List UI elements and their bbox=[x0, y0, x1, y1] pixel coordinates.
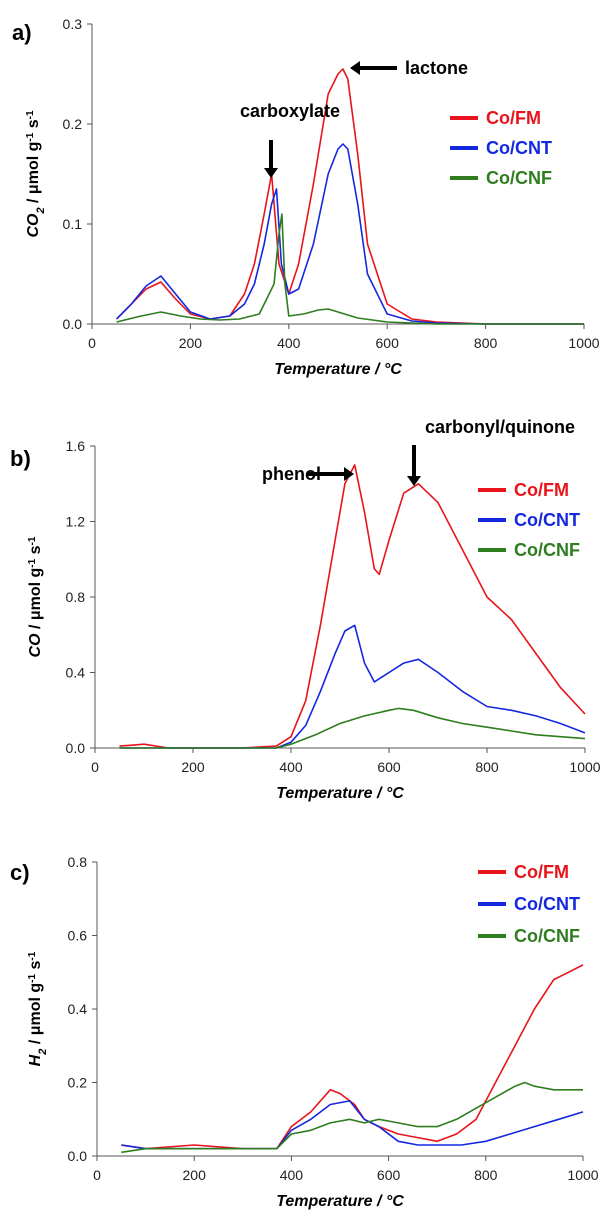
annotation-arrowhead bbox=[407, 476, 421, 486]
y-axis-title: H2 / μmol g-1 s-1 bbox=[27, 951, 50, 1066]
legend-label: Co/CNF bbox=[514, 540, 580, 560]
y-tick-label: 0.4 bbox=[66, 665, 86, 681]
legend-label: Co/CNF bbox=[514, 926, 580, 946]
annotation-arrowhead bbox=[350, 61, 360, 75]
x-tick-label: 1000 bbox=[568, 335, 599, 351]
y-tick-label: 0.6 bbox=[68, 928, 88, 944]
series-line-co-cnt bbox=[121, 1100, 584, 1150]
x-axis-title: Temperature / °C bbox=[276, 785, 404, 802]
x-tick-label: 600 bbox=[377, 759, 401, 775]
y-axis-title: CO2 / μmol g-1 s-1 bbox=[25, 110, 48, 238]
annotation-label: lactone bbox=[405, 58, 468, 78]
y-tick-label: 0.0 bbox=[63, 316, 83, 332]
series-line-co-cnf bbox=[119, 707, 586, 749]
x-axis-title: Temperature / °C bbox=[274, 361, 402, 378]
y-tick-label: 0.8 bbox=[68, 854, 88, 870]
annotation-arrowhead bbox=[344, 467, 354, 481]
y-tick-label: 0.2 bbox=[63, 116, 83, 132]
x-tick-label: 0 bbox=[91, 759, 99, 775]
series-line-co-fm bbox=[119, 464, 586, 749]
x-tick-label: 0 bbox=[93, 1167, 101, 1183]
y-tick-label: 0.8 bbox=[66, 589, 86, 605]
panel-label: c) bbox=[10, 860, 30, 885]
series-line-co-cnf bbox=[121, 1081, 583, 1154]
x-tick-label: 600 bbox=[376, 335, 400, 351]
panel-c: c) 0.0 0.2 0.4 0.6 0.8 0 200 400 600 800 1000 Temper… bbox=[10, 854, 599, 1210]
series-line-co-fm bbox=[116, 68, 584, 325]
legend-label: Co/FM bbox=[514, 480, 569, 500]
x-tick-label: 800 bbox=[474, 335, 498, 351]
x-tick-label: 0 bbox=[88, 335, 96, 351]
x-tick-label: 400 bbox=[280, 1167, 304, 1183]
annotation-arrowhead bbox=[264, 168, 278, 178]
y-axis-title: CO / μmol g-1 s-1 bbox=[27, 536, 45, 657]
x-tick-label: 1000 bbox=[567, 1167, 598, 1183]
legend-label: Co/CNT bbox=[486, 138, 552, 158]
x-tick-label: 400 bbox=[277, 335, 301, 351]
legend-label: Co/FM bbox=[514, 862, 569, 882]
series-line-co-cnt bbox=[119, 624, 586, 749]
y-tick-label: 0.0 bbox=[68, 1148, 88, 1164]
annotation-label: phenol bbox=[262, 464, 321, 484]
legend-label: Co/CNT bbox=[514, 894, 580, 914]
y-tick-label: 1.6 bbox=[66, 438, 86, 454]
y-tick-label: 1.2 bbox=[66, 514, 86, 530]
y-tick-label: 0.4 bbox=[68, 1001, 88, 1017]
series-line-co-fm bbox=[121, 964, 584, 1150]
legend-label: Co/CNF bbox=[486, 168, 552, 188]
panel-label: a) bbox=[12, 20, 32, 45]
series-line-co-cnf bbox=[116, 213, 584, 325]
x-tick-label: 200 bbox=[183, 1167, 207, 1183]
x-axis-title: Temperature / °C bbox=[276, 1193, 404, 1210]
legend-label: Co/FM bbox=[486, 108, 541, 128]
annotation-label: carbonyl/quinone bbox=[425, 417, 575, 437]
panel-a: a) 0.0 0.1 0.2 0.3 0 200 400 600 800 1000 Temperatu… bbox=[12, 16, 600, 378]
x-tick-label: 400 bbox=[279, 759, 303, 775]
panel-b: b) 0.0 0.4 0.8 1.2 1.6 0 200 400 600 800 1000 Temper… bbox=[10, 417, 601, 802]
y-tick-label: 0.3 bbox=[63, 16, 83, 32]
panel-label: b) bbox=[10, 446, 31, 471]
series-line-co-cnt bbox=[116, 143, 584, 325]
legend-label: Co/CNT bbox=[514, 510, 580, 530]
x-tick-label: 200 bbox=[179, 335, 203, 351]
x-tick-label: 200 bbox=[181, 759, 205, 775]
x-tick-label: 600 bbox=[377, 1167, 401, 1183]
x-tick-label: 800 bbox=[474, 1167, 498, 1183]
y-tick-label: 0.0 bbox=[66, 740, 86, 756]
y-tick-label: 0.2 bbox=[68, 1075, 88, 1091]
x-tick-label: 1000 bbox=[569, 759, 600, 775]
y-tick-label: 0.1 bbox=[63, 216, 83, 232]
x-tick-label: 800 bbox=[475, 759, 499, 775]
annotation-label: carboxylate bbox=[240, 101, 340, 121]
